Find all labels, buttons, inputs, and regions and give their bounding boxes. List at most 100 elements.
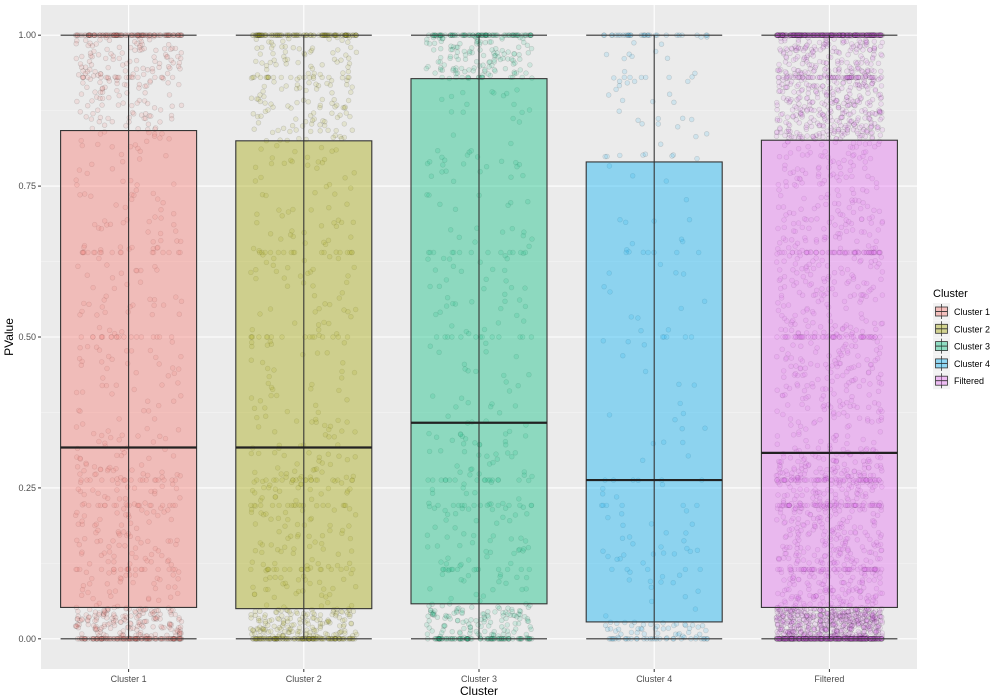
jitter-point — [141, 45, 148, 52]
jitter-point — [88, 62, 95, 68]
jitter-point — [113, 382, 120, 388]
jitter-point — [874, 124, 880, 130]
jitter-point — [86, 58, 93, 65]
jitter-point — [129, 244, 135, 251]
jitter-point — [159, 474, 165, 480]
jitter-point — [423, 65, 429, 72]
jitter-point — [85, 589, 91, 596]
jitter-point — [864, 100, 871, 106]
jitter-point — [488, 39, 494, 45]
jitter-point — [82, 64, 89, 70]
jitter-point — [877, 116, 883, 123]
jitter-point — [168, 611, 175, 618]
jitter-point — [101, 623, 107, 630]
jitter-point — [499, 624, 505, 630]
jitter-point — [111, 553, 117, 559]
jitter-point — [108, 51, 114, 57]
jitter-point — [106, 78, 113, 84]
jitter-point — [863, 621, 869, 628]
jitter-point — [166, 92, 173, 98]
jitter-point — [146, 519, 152, 525]
jitter-point — [118, 522, 125, 528]
jitter-point — [628, 622, 635, 629]
jitter-point — [163, 54, 170, 60]
jitter-point — [449, 628, 455, 635]
jitter-point — [253, 58, 259, 65]
jitter-point — [132, 572, 139, 578]
jitter-point — [175, 590, 181, 597]
jitter-point — [861, 628, 867, 635]
jitter-point — [333, 612, 339, 619]
jitter-point — [116, 542, 122, 548]
jitter-point — [872, 86, 878, 93]
jitter-point — [295, 59, 301, 66]
jitter-point — [150, 246, 157, 252]
jitter-point — [523, 631, 529, 638]
jitter-point — [74, 182, 80, 188]
jitter-point — [840, 79, 847, 86]
jitter-point — [869, 130, 875, 136]
jitter-point — [165, 373, 172, 379]
jitter-point — [158, 74, 165, 81]
jitter-point — [158, 623, 164, 630]
jitter-point — [93, 521, 100, 527]
jitter-point — [784, 620, 790, 626]
jitter-point — [135, 613, 142, 619]
jitter-point — [84, 170, 90, 177]
jitter-point — [257, 608, 263, 614]
jitter-point — [438, 45, 444, 52]
jitter-point — [841, 100, 847, 107]
jitter-point — [103, 293, 109, 299]
jitter-point — [167, 46, 174, 53]
jitter-point — [74, 454, 80, 460]
jitter-point — [107, 464, 113, 471]
jitter-point — [262, 618, 269, 625]
jitter-point — [438, 54, 444, 61]
jitter-point — [111, 559, 117, 565]
jitter-point — [512, 626, 519, 632]
jitter-point — [139, 41, 145, 47]
jitter-point — [131, 386, 137, 393]
jitter-point — [101, 621, 108, 628]
jitter-point — [157, 616, 163, 622]
jitter-point — [91, 221, 98, 228]
jitter-point — [151, 509, 157, 515]
jitter-point — [105, 466, 112, 472]
jitter-point — [98, 432, 105, 439]
jitter-point — [868, 61, 874, 67]
jitter-point — [73, 389, 80, 396]
jitter-point — [868, 82, 875, 88]
jitter-point — [482, 39, 488, 46]
jitter-point — [836, 69, 842, 75]
jitter-point — [137, 148, 143, 155]
jitter-point — [100, 375, 106, 381]
jitter-point — [79, 631, 85, 637]
jitter-point — [250, 74, 256, 81]
jitter-point — [115, 102, 122, 108]
jitter-point — [648, 621, 654, 628]
jitter-point — [112, 614, 119, 621]
jitter-point — [77, 455, 83, 461]
jitter-point — [159, 483, 165, 489]
jitter-point — [157, 107, 164, 113]
jitter-point — [124, 624, 131, 631]
jitter-point — [89, 161, 95, 168]
jitter-point — [95, 225, 102, 231]
jitter-point — [135, 145, 141, 152]
jitter-point — [477, 47, 483, 53]
jitter-point — [116, 416, 122, 422]
jitter-point — [111, 613, 117, 619]
jitter-point — [447, 55, 453, 62]
jitter-point — [635, 626, 641, 632]
jitter-point — [109, 275, 116, 281]
jitter-point — [666, 74, 672, 81]
jitter-point — [152, 491, 158, 497]
jitter-point — [97, 466, 104, 472]
jitter-point — [271, 623, 277, 629]
jitter-point — [158, 207, 164, 213]
jitter-point — [783, 55, 790, 61]
jitter-point — [114, 87, 120, 94]
jitter-point — [169, 45, 175, 51]
jitter-point — [120, 178, 126, 185]
jitter-point — [97, 131, 104, 137]
